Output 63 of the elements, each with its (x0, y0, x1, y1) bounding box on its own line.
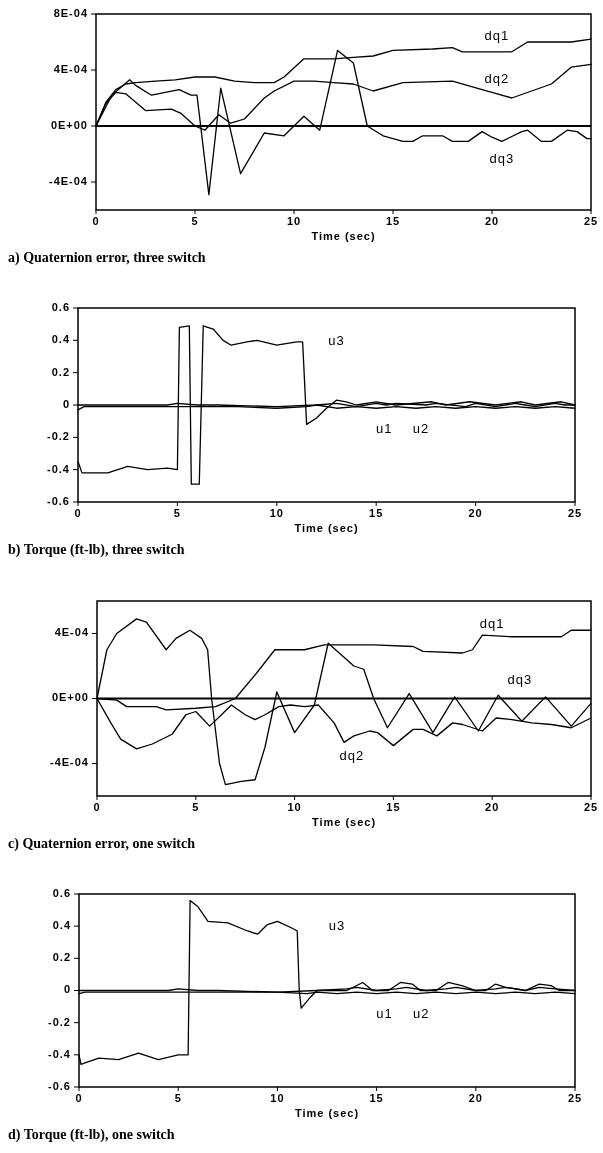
y-tick-label: -0.2 (47, 430, 70, 443)
y-tick-label: -0.2 (48, 1015, 71, 1028)
x-tick-label: 10 (270, 1092, 285, 1104)
series-label: u1 (375, 421, 393, 437)
x-tick-label: 15 (385, 215, 401, 227)
x-tick-label: 10 (287, 801, 302, 813)
y-tick-label: 4E-04 (53, 62, 88, 75)
y-tick-label: 0.4 (52, 919, 71, 932)
y-tick-label: 0.2 (52, 951, 71, 964)
y-tick-label: -0.4 (47, 462, 70, 475)
x-tick-label: 10 (269, 507, 284, 519)
y-tick-label: 0E+00 (50, 118, 88, 131)
series-label: u2 (412, 421, 430, 437)
x-tick-label: 20 (468, 1092, 483, 1104)
x-tick-label: 25 (567, 507, 583, 519)
series-label: u2 (413, 1006, 430, 1022)
x-tick-label: 25 (567, 1092, 583, 1104)
y-tick-label: -0.6 (48, 1079, 71, 1092)
x-axis-title: Time (sec) (294, 1107, 360, 1119)
y-tick-label: -0.4 (48, 1047, 71, 1060)
text: b) Torque (ft-lb), three switch (8, 542, 185, 558)
series-label: u3 (328, 333, 345, 349)
y-tick-label: 0.2 (51, 365, 70, 378)
x-tick-label: 25 (583, 215, 599, 227)
x-axis-title: Time (sec) (294, 522, 359, 534)
series-label: dq1 (484, 28, 510, 44)
y-tick-label: 0.4 (51, 333, 70, 346)
series-label: dq2 (339, 748, 365, 764)
x-axis-title: Time (sec) (311, 230, 376, 242)
series-label: dq3 (489, 151, 515, 167)
x-tick-label: 20 (484, 215, 500, 227)
y-tick-label: 4E-04 (54, 626, 89, 639)
x-tick-label: 15 (369, 507, 384, 519)
x-tick-label: 5 (191, 215, 199, 227)
x-axis-title: Time (sec) (311, 816, 377, 828)
x-tick-label: 15 (386, 801, 401, 813)
series-label: dq3 (507, 671, 533, 687)
y-tick-label: 8E-04 (53, 6, 88, 19)
y-tick-label: -4E-04 (48, 174, 88, 187)
x-tick-label: 20 (468, 507, 483, 519)
x-tick-label: 0 (93, 801, 101, 813)
x-tick-label: 5 (192, 801, 200, 813)
text: c) Quaternion error, one switch (8, 836, 196, 852)
y-tick-label: -4E-04 (49, 756, 89, 769)
y-tick-label: 0 (63, 983, 71, 996)
y-tick-label: 0E+00 (51, 691, 89, 704)
x-tick-label: 20 (485, 801, 500, 813)
x-tick-label: 15 (369, 1092, 384, 1104)
y-tick-label: 0.6 (52, 886, 71, 899)
series-label: dq1 (479, 615, 505, 631)
x-tick-label: 25 (583, 801, 599, 813)
series-label: dq2 (484, 71, 510, 87)
y-tick-label: 0 (62, 397, 70, 410)
x-tick-label: 5 (173, 507, 181, 519)
text: a) Quaternion error, three switch (8, 250, 206, 266)
text: d) Torque (ft-lb), one switch (8, 1127, 175, 1143)
y-tick-label: 0.6 (51, 300, 70, 313)
text: u3 (328, 918, 346, 934)
x-tick-label: 0 (92, 215, 100, 227)
x-tick-label: 10 (286, 215, 302, 227)
x-tick-label: 5 (174, 1092, 182, 1104)
y-tick-label: -0.6 (47, 494, 70, 507)
series-label: u1 (376, 1006, 393, 1022)
